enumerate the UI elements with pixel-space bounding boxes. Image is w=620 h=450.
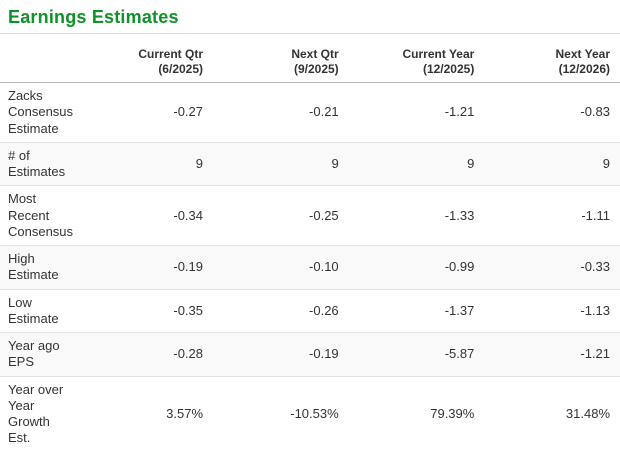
value-cell: -0.19 — [213, 332, 349, 376]
value-cell: -0.27 — [173, 104, 204, 120]
row-label: Low Estimate — [0, 288, 78, 333]
row-label: Zacks Consensus Estimate — [8, 88, 74, 136]
table-row: Most Recent Consensus -0.34 -0.25 -1.33 -1.1… — [0, 185, 620, 246]
table-row: # of Estimates 9 9 9 9 — [0, 141, 620, 186]
value-cell: 9 — [348, 141, 485, 186]
value-cell: -10.53% — [213, 375, 349, 450]
value-cell: -1.13 — [484, 288, 620, 333]
value-cell: -1.37 — [348, 288, 485, 333]
value-cell: -0.10 — [213, 245, 349, 289]
column-header: Next Year (12/2026) — [484, 34, 620, 83]
value-cell: -1.21 — [444, 104, 475, 120]
value-cell: 3.57% — [77, 375, 214, 450]
value-cell: -0.26 — [213, 288, 349, 333]
value-cell: -0.83 — [580, 104, 610, 120]
value-cell: 9 — [213, 141, 349, 186]
table-row: Low Estimate -0.35 -0.26 -1.37 -1.13 — [0, 288, 620, 333]
value-cell: 31.48% — [484, 375, 620, 450]
value-cell: -1.21 — [484, 332, 620, 376]
header-corner-cell — [0, 34, 78, 83]
page-title: Earnings Estimates — [0, 0, 620, 34]
row-label: # of Estimates — [0, 141, 78, 186]
column-header-period: (12/2025) — [422, 62, 475, 76]
value-cell: -0.33 — [484, 245, 620, 289]
table-row: High Estimate -0.19 -0.10 -0.99 -0.33 — [0, 245, 620, 289]
value-cell: -1.33 — [348, 185, 485, 246]
earnings-estimates-table: Current Qtr (6/2025) Next Qtr (9/2025) Curre… — [0, 34, 620, 450]
column-header: Next Qtr (9/2025) — [213, 34, 349, 83]
column-header: Current Year (12/2025) — [348, 34, 485, 83]
value-cell: -5.87 — [348, 332, 485, 376]
table-body: Zacks Consensus Estimate -0.27 -0.21 -1.21-… — [0, 83, 620, 450]
column-header-label: Current Year — [402, 47, 475, 61]
value-cell: -0.28 — [77, 332, 214, 376]
value-cell: -0.34 — [77, 185, 214, 246]
header-row: Current Qtr (6/2025) Next Qtr (9/2025) Curre… — [0, 34, 620, 83]
value-cell: -1.11 — [484, 185, 620, 246]
row-label: Year over Year Growth Est. — [0, 375, 78, 450]
value-cell: -0.21 — [309, 104, 339, 120]
table-row: Year over Year Growth Est. 3.57% -10.53% 79… — [0, 375, 620, 450]
column-header-label: Current Qtr — [138, 47, 204, 61]
value-cell: -0.25 — [213, 185, 349, 246]
row-label: High Estimate — [0, 245, 78, 289]
row-label: Most Recent Consensus — [0, 185, 78, 246]
column-header-label: Next Qtr — [291, 47, 339, 61]
value-cell: -0.19 — [77, 245, 214, 289]
value-cell: -0.35 — [77, 288, 214, 333]
row-label: Year ago EPS — [0, 332, 78, 376]
column-header-label: Next Year — [555, 47, 611, 61]
value-cell: 9 — [484, 141, 620, 186]
column-header: Current Qtr (6/2025) — [77, 34, 214, 83]
column-header-period: (9/2025) — [293, 62, 339, 76]
value-cell: 9 — [77, 141, 214, 186]
value-cell: -0.99 — [348, 245, 485, 289]
table-row: Year ago EPS -0.28 -0.19 -5.87 -1.21 — [0, 332, 620, 376]
table-row: Zacks Consensus Estimate -0.27 -0.21 -1.21 -… — [0, 83, 620, 143]
value-cell: 79.39% — [348, 375, 485, 450]
column-header-period: (12/2026) — [558, 62, 610, 76]
column-header-period: (6/2025) — [158, 62, 204, 76]
